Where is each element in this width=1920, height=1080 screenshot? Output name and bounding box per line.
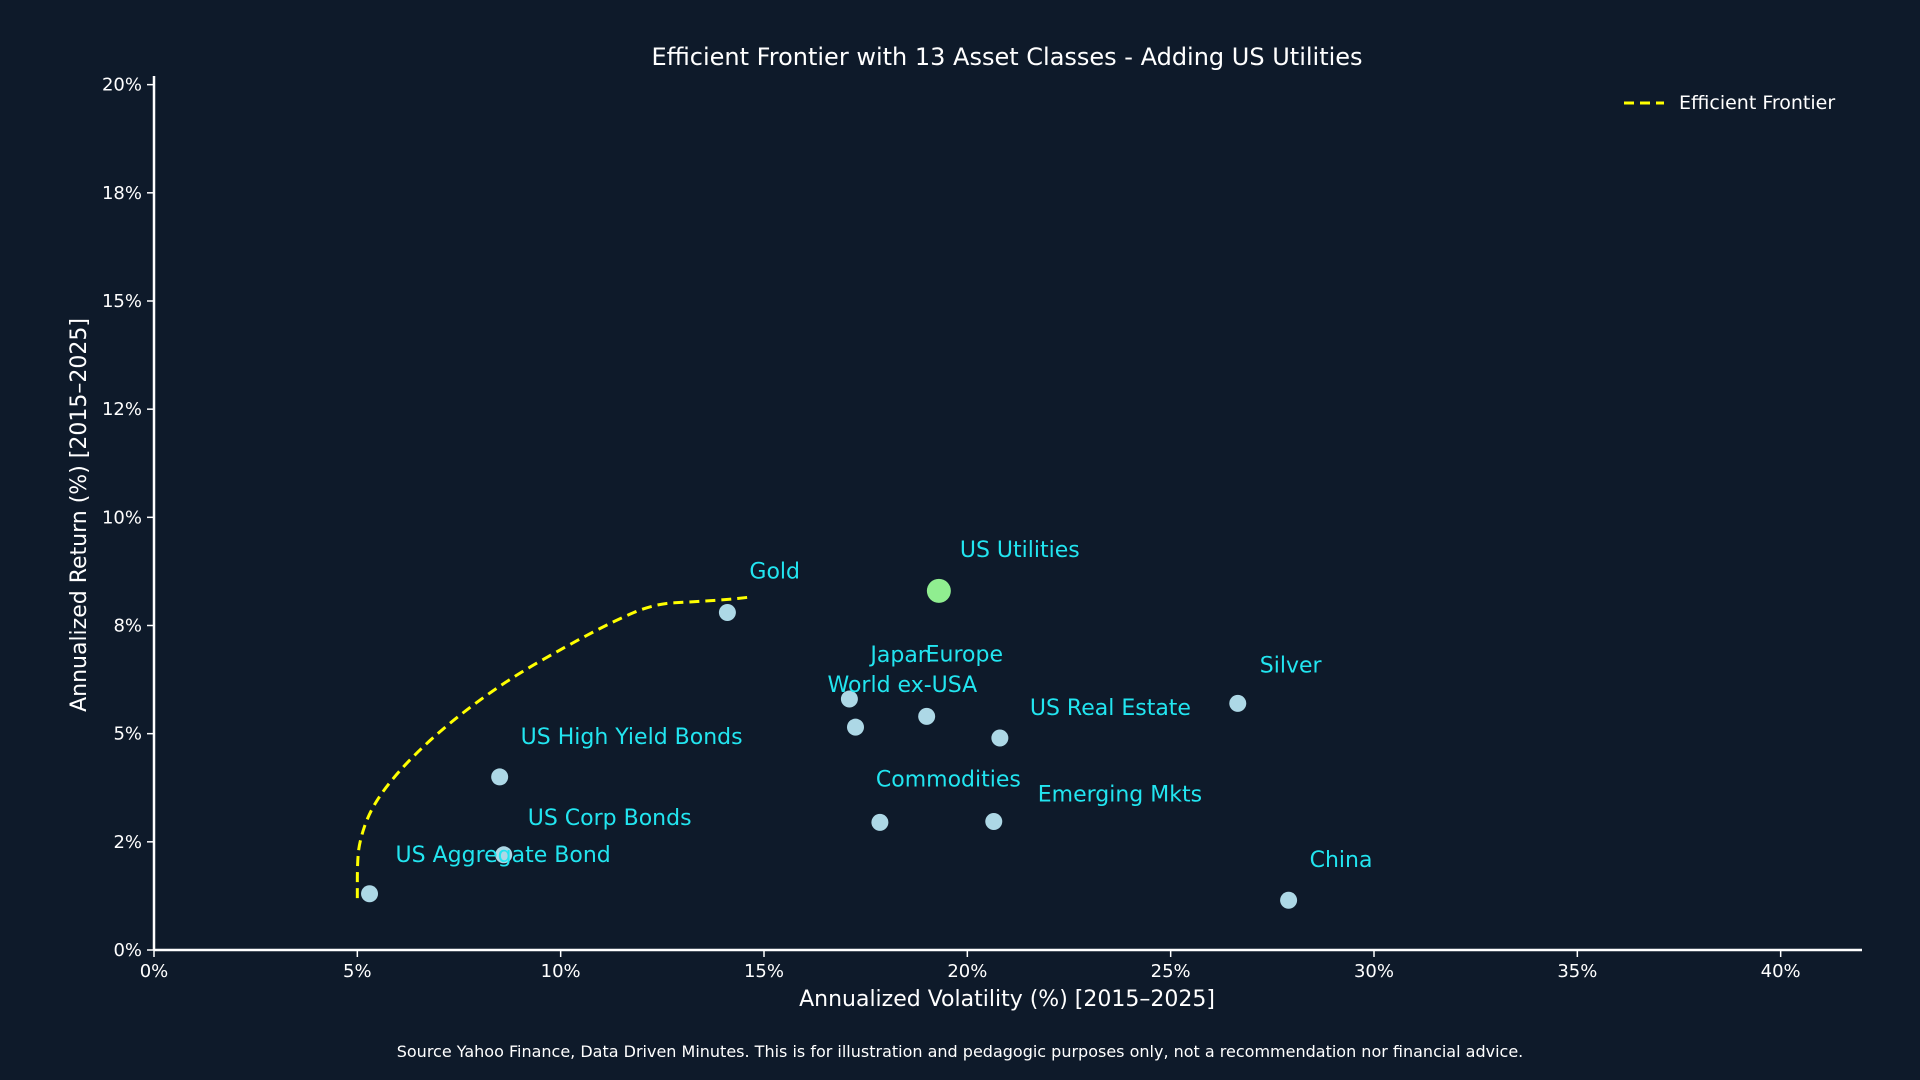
point-world-ex-usa <box>847 718 864 736</box>
frontier-layer <box>355 595 748 899</box>
chart-title: Efficient Frontier with 13 Asset Classes… <box>651 43 1362 71</box>
y-tick-label: 12% <box>102 399 142 420</box>
label-china: China <box>1310 848 1373 873</box>
point-us-corp-bonds <box>495 846 513 864</box>
y-tick-label: 2% <box>113 832 142 853</box>
y-tick-label: 20% <box>102 75 142 96</box>
efficient-frontier-line <box>355 595 748 899</box>
point-us-aggregate-bond <box>361 885 379 903</box>
point-emerging-mkts <box>985 812 1003 830</box>
point-us-utilities <box>926 578 951 603</box>
point-china <box>1280 891 1298 909</box>
point-japan <box>840 690 858 708</box>
label-gold: Gold <box>749 560 800 585</box>
label-silver: Silver <box>1260 653 1323 678</box>
x-tick-label: 40% <box>1761 961 1801 982</box>
label-us-aggregate-bond: US Aggregate Bond <box>396 843 611 868</box>
points-layer <box>361 578 1298 909</box>
y-tick-label: 10% <box>102 507 142 528</box>
x-tick-label: 30% <box>1354 961 1394 982</box>
point-us-real-estate <box>991 729 1009 747</box>
labels-layer: US Aggregate Bond US Corp Bonds US High Yi… <box>396 538 1373 873</box>
x-tick-label: 10% <box>541 961 581 982</box>
label-emerging-mkts: Emerging Mkts <box>1038 782 1202 807</box>
label-commodities: Commodities <box>876 767 1021 792</box>
x-tick-label: 20% <box>947 961 987 982</box>
source-footnote: Source Yahoo Finance, Data Driven Minute… <box>397 1042 1524 1061</box>
label-japan: Japan <box>868 643 931 668</box>
point-commodities <box>871 813 889 831</box>
label-us-utilities: US Utilities <box>960 538 1080 563</box>
y-axis-label: Annualized Return (%) [2015–2025] <box>67 318 92 712</box>
x-tick-label: 15% <box>744 961 784 982</box>
label-us-real-estate: US Real Estate <box>1030 696 1191 721</box>
legend-frontier-label: Efficient Frontier <box>1679 92 1835 114</box>
x-tick-label: 35% <box>1557 961 1597 982</box>
label-us-corp-bonds: US Corp Bonds <box>528 806 692 831</box>
point-gold <box>718 604 736 622</box>
y-tick-label: 0% <box>113 940 142 961</box>
y-tick-label: 5% <box>113 724 142 745</box>
x-axis-label: Annualized Volatility (%) [2015–2025] <box>799 987 1215 1012</box>
label-world-ex-usa: World ex-USA <box>828 673 978 698</box>
axes: 0% 5% 10% 15% 20% 25% 30% 35% 40% 0% 2% 5% 8% 10% 12% 1… <box>102 75 1862 982</box>
legend: Efficient Frontier <box>1624 92 1835 114</box>
point-europe <box>918 707 936 725</box>
y-tick-label: 15% <box>102 291 142 312</box>
x-tick-label: 0% <box>140 961 169 982</box>
y-tick-label: 18% <box>102 183 142 204</box>
label-us-high-yield-bonds: US High Yield Bonds <box>521 725 743 750</box>
x-tick-label: 5% <box>343 961 372 982</box>
y-tick-label: 8% <box>113 615 142 636</box>
point-silver <box>1229 694 1247 712</box>
x-tick-label: 25% <box>1151 961 1191 982</box>
label-europe: Europe <box>926 642 1003 667</box>
point-us-high-yield-bonds <box>491 768 509 786</box>
